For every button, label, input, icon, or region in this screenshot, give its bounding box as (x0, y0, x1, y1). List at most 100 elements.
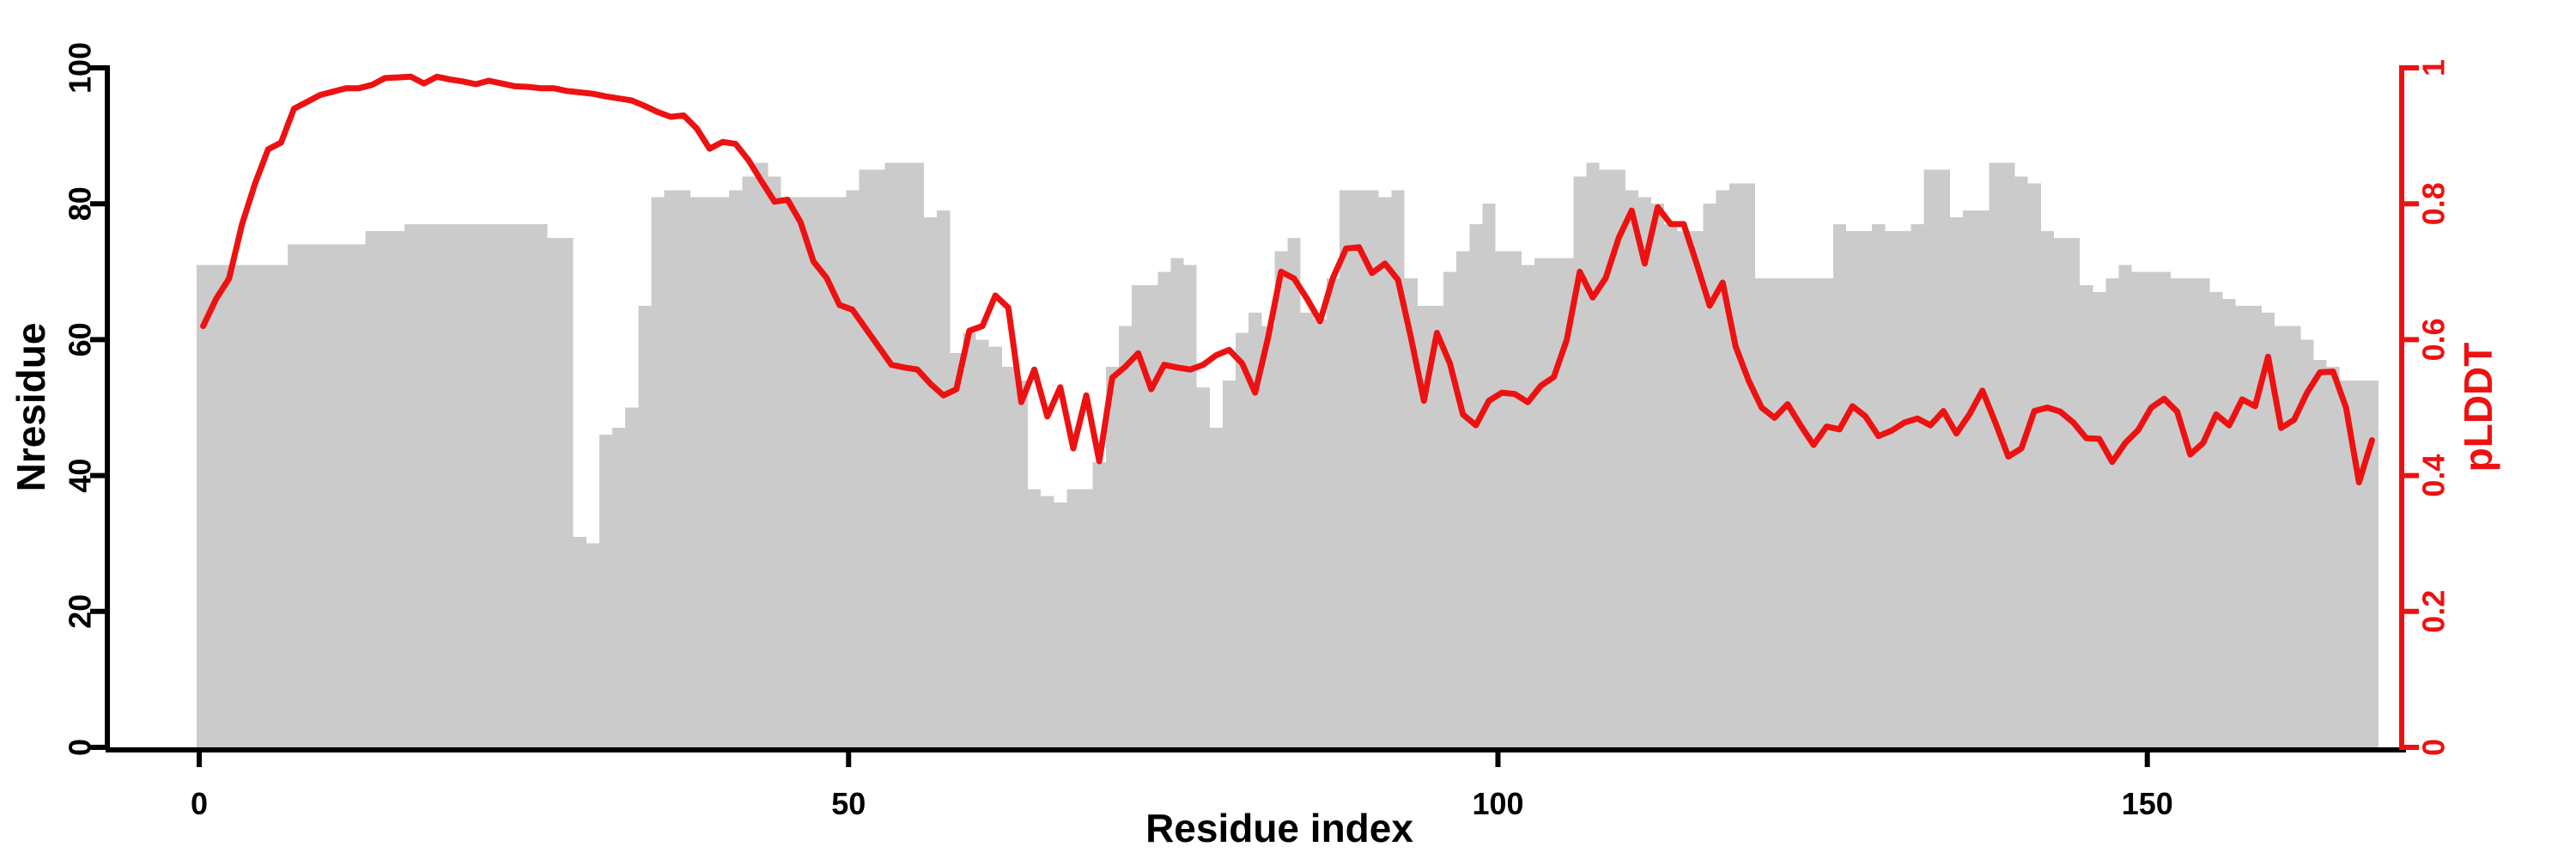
bar (638, 305, 652, 751)
bar (924, 217, 938, 750)
bar (897, 162, 911, 751)
bar (2080, 285, 2093, 750)
y-tick-label-left: 60 (63, 322, 98, 356)
bar (1885, 230, 1899, 751)
bar (1936, 169, 1950, 750)
bar (586, 543, 599, 750)
bar (1807, 278, 1820, 751)
bar (1845, 230, 1860, 751)
bar (1105, 367, 1119, 750)
bar (1157, 271, 1171, 750)
bar (1378, 197, 1392, 751)
bar (2339, 380, 2353, 750)
bar (1417, 305, 1431, 751)
bar (1716, 190, 1729, 750)
bar (598, 435, 613, 750)
bar (768, 176, 781, 750)
y-axis-label-right: pLDDT (2456, 343, 2500, 472)
bar (651, 197, 665, 751)
bar (2248, 305, 2262, 751)
bar (534, 223, 548, 750)
bar (1469, 223, 1483, 750)
bar (2105, 278, 2119, 751)
bar (1196, 387, 1210, 750)
bar (1677, 230, 1691, 751)
y-tick-label-right: 0.4 (2416, 454, 2451, 497)
x-tick-label: 0 (191, 786, 208, 821)
bar (1066, 489, 1080, 750)
bar (1573, 176, 1587, 750)
bar (326, 244, 340, 750)
bar (690, 197, 703, 751)
bar (2300, 339, 2314, 750)
bar (1963, 210, 1977, 751)
bar (2131, 271, 2145, 750)
bar (1118, 326, 1133, 750)
bar (1781, 278, 1795, 751)
y-tick-label-right: 0.8 (2416, 182, 2451, 225)
bar (1222, 380, 1236, 750)
bar (2144, 271, 2158, 750)
x-tick-label: 150 (2122, 786, 2173, 821)
bar (988, 346, 1002, 750)
bar (833, 197, 847, 751)
bar (404, 223, 418, 750)
bar (1625, 190, 1638, 750)
bar (378, 230, 392, 751)
bar (313, 244, 327, 750)
x-tick-label: 50 (831, 786, 866, 821)
bar (2326, 367, 2340, 750)
bar (820, 197, 834, 751)
bar (729, 190, 743, 750)
y-tick-label-left: 40 (63, 459, 98, 493)
bar (1949, 217, 1964, 750)
y-tick-label-right: 0.6 (2416, 318, 2451, 361)
bar (2067, 237, 2081, 750)
bar (1508, 251, 1522, 750)
bar (1404, 278, 1418, 751)
bar (495, 223, 509, 750)
bar (2365, 380, 2379, 750)
bar (248, 265, 262, 750)
y-tick-label-left: 100 (63, 42, 98, 94)
bar (937, 210, 951, 751)
bar (573, 536, 586, 750)
bar (430, 223, 444, 750)
bar (1495, 251, 1509, 750)
y-tick-label-left: 80 (63, 186, 98, 221)
bar (2235, 305, 2249, 751)
bar (391, 230, 405, 751)
bar (950, 353, 963, 750)
bar (1599, 169, 1613, 750)
bar (1976, 210, 1990, 751)
bar (664, 190, 677, 750)
bar (287, 244, 301, 750)
x-axis-label: Residue index (1145, 806, 1413, 850)
bar (339, 244, 353, 750)
bar (1728, 183, 1742, 751)
bar (677, 190, 690, 750)
bar (301, 244, 314, 750)
bar (482, 223, 495, 750)
bar (742, 176, 756, 750)
bar (2275, 326, 2288, 750)
bar (2014, 176, 2028, 750)
bar (508, 223, 522, 750)
bar (2313, 360, 2327, 750)
bar (417, 223, 431, 750)
bar (235, 265, 249, 750)
bar (1183, 265, 1197, 750)
bar (1703, 204, 1716, 750)
bar (1859, 230, 1873, 751)
x-tick-label: 100 (1472, 786, 1523, 821)
bar (1209, 428, 1223, 750)
bar (2184, 278, 2197, 751)
bar (1326, 278, 1340, 751)
bar (1637, 197, 1652, 751)
bar (443, 223, 457, 750)
bar (1443, 271, 1457, 750)
bar (781, 197, 794, 751)
plot-area: 0 20 40 60 80 100 0 50 100 150 0 0.2 0.4 0.6 0.8 1 (63, 42, 2451, 821)
